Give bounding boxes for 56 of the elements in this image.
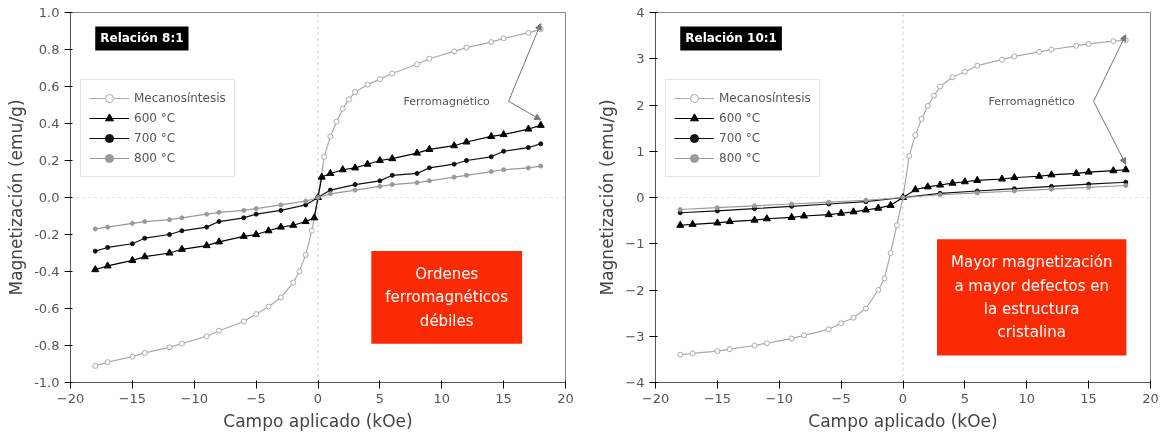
y-tick-label: 0.2 [38, 153, 60, 168]
y-tick-label: 0.0 [38, 190, 60, 205]
x-axis-title: Campo aplicado (kOe) [808, 410, 998, 431]
y-tick-label: 4 [636, 5, 645, 20]
x-tick-label: −5 [246, 390, 266, 406]
y-tick-label: −1 [625, 236, 645, 252]
annotation: Ordenes ferromagnéticos débiles [385, 265, 509, 330]
legend-label: Mecanosíntesis [719, 91, 811, 105]
annotation: Relación 10:1 [685, 31, 777, 46]
y-tick-label: -0.6 [34, 301, 60, 316]
y-tick-label: -0.4 [34, 264, 60, 279]
annotation: Relación 8:1 [100, 31, 184, 46]
y-axis-title: Magnetización (emu/g) [6, 99, 27, 296]
y-tick-label: −4 [625, 375, 645, 390]
legend-label: 800 °C [719, 151, 761, 165]
x-tick-label: 5 [960, 390, 970, 406]
y-tick-label: 0.6 [38, 79, 60, 94]
annotation: Ferromagnético [988, 94, 1076, 108]
y-tick-label: 0.4 [38, 116, 60, 131]
legend-label: 800 °C [134, 151, 176, 165]
y-tick-label: 0 [636, 190, 645, 205]
x-tick-label: 20 [1142, 390, 1159, 406]
x-tick-label: 15 [1080, 390, 1097, 406]
annotation: Mayor magnetización a mayor defectos en la estructura cristalina [951, 253, 1113, 342]
x-tick-label: 0 [898, 390, 908, 406]
y-tick-label: 0.8 [38, 42, 60, 57]
x-tick-label: −15 [118, 390, 147, 406]
y-tick-label: 1.0 [38, 5, 60, 20]
y-tick-label: −3 [625, 328, 645, 344]
y-tick-label: −2 [625, 282, 645, 298]
x-tick-label: 0 [313, 390, 323, 406]
x-tick-label: 15 [495, 390, 512, 406]
legend-label: 700 °C [719, 131, 761, 145]
x-tick-label: 10 [1018, 390, 1036, 406]
y-tick-label: -1.0 [34, 375, 60, 390]
x-axis-title: Campo aplicado (kOe) [223, 410, 413, 431]
x-tick-label: 5 [375, 390, 385, 406]
x-tick-label: −10 [180, 390, 208, 406]
legend-label: 700 °C [134, 131, 176, 145]
x-tick-label: −10 [765, 390, 793, 406]
x-tick-label: −5 [831, 390, 851, 406]
y-tick-label: 1 [636, 143, 645, 159]
x-tick-label: 20 [557, 390, 574, 406]
legend-label: 600 °C [719, 111, 761, 125]
x-tick-label: −20 [56, 390, 85, 406]
y-tick-label: 2 [636, 97, 645, 113]
annotation: Ferromagnético [403, 94, 491, 108]
x-tick-label: −20 [641, 390, 670, 406]
legend-label: Mecanosíntesis [134, 91, 226, 105]
x-tick-label: −15 [703, 390, 732, 406]
y-tick-label: -0.2 [34, 227, 60, 242]
y-axis-title: Magnetización (emu/g) [597, 99, 618, 296]
x-tick-label: 10 [433, 390, 451, 406]
legend-label: 600 °C [134, 111, 176, 125]
y-tick-label: -0.8 [34, 338, 60, 353]
y-tick-label: 3 [636, 51, 645, 67]
